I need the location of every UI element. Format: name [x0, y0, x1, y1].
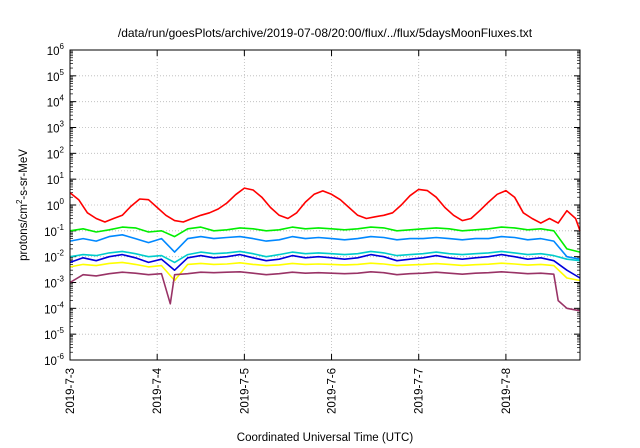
x-tick-label: 2019-7-6	[327, 368, 339, 414]
chart-title: /data/run/goesPlots/archive/2019-07-08/2…	[118, 26, 533, 40]
y-tick-label: 100	[47, 197, 65, 213]
y-tick-label: 106	[47, 42, 65, 58]
series-line-2	[69, 226, 581, 253]
series-line-6	[69, 261, 581, 282]
grid-lines	[69, 49, 580, 361]
x-tick-label: 2019-7-5	[239, 368, 251, 414]
y-tick-label: 103	[47, 120, 65, 136]
series-line-1	[69, 187, 581, 232]
y-tick-label: 10-1	[44, 223, 64, 239]
y-tick-label: 10-2	[44, 249, 64, 265]
x-tick-labels: 2019-7-3 2019-7-4 2019-7-5 2019-7-6 2019-7-7…	[65, 367, 513, 414]
series-group	[69, 187, 581, 312]
x-tick-label: 2019-7-3	[65, 368, 77, 414]
x-tick-label: 2019-7-8	[501, 368, 513, 414]
series-line-4	[69, 250, 581, 264]
y-tick-label: 10-5	[44, 326, 64, 342]
plot-frame	[69, 49, 581, 361]
series-line-3	[69, 234, 581, 260]
x-axis-label: Coordinated Universal Time (UTC)	[237, 432, 414, 444]
y-tick-label: 102	[47, 145, 65, 161]
series-line-5	[69, 253, 581, 279]
y-tick-labels: 106 105 104 103 102 101 100 10-1 10-2 10-3 10-4 10-…	[44, 42, 64, 368]
y-tick-label: 10-4	[44, 300, 64, 316]
y-tick-label: 10-3	[44, 275, 64, 291]
y-tick-label: 10-6	[44, 352, 64, 368]
y-axis-label: protons/cm2-s-sr-MeV	[15, 149, 30, 261]
y-tick-label: 105	[47, 68, 65, 84]
series-line-7	[69, 271, 581, 312]
y-tick-label: 104	[47, 94, 65, 110]
x-tick-label: 2019-7-7	[414, 368, 426, 414]
y-tick-label: 101	[47, 171, 65, 187]
x-tick-label: 2019-7-4	[152, 367, 164, 414]
